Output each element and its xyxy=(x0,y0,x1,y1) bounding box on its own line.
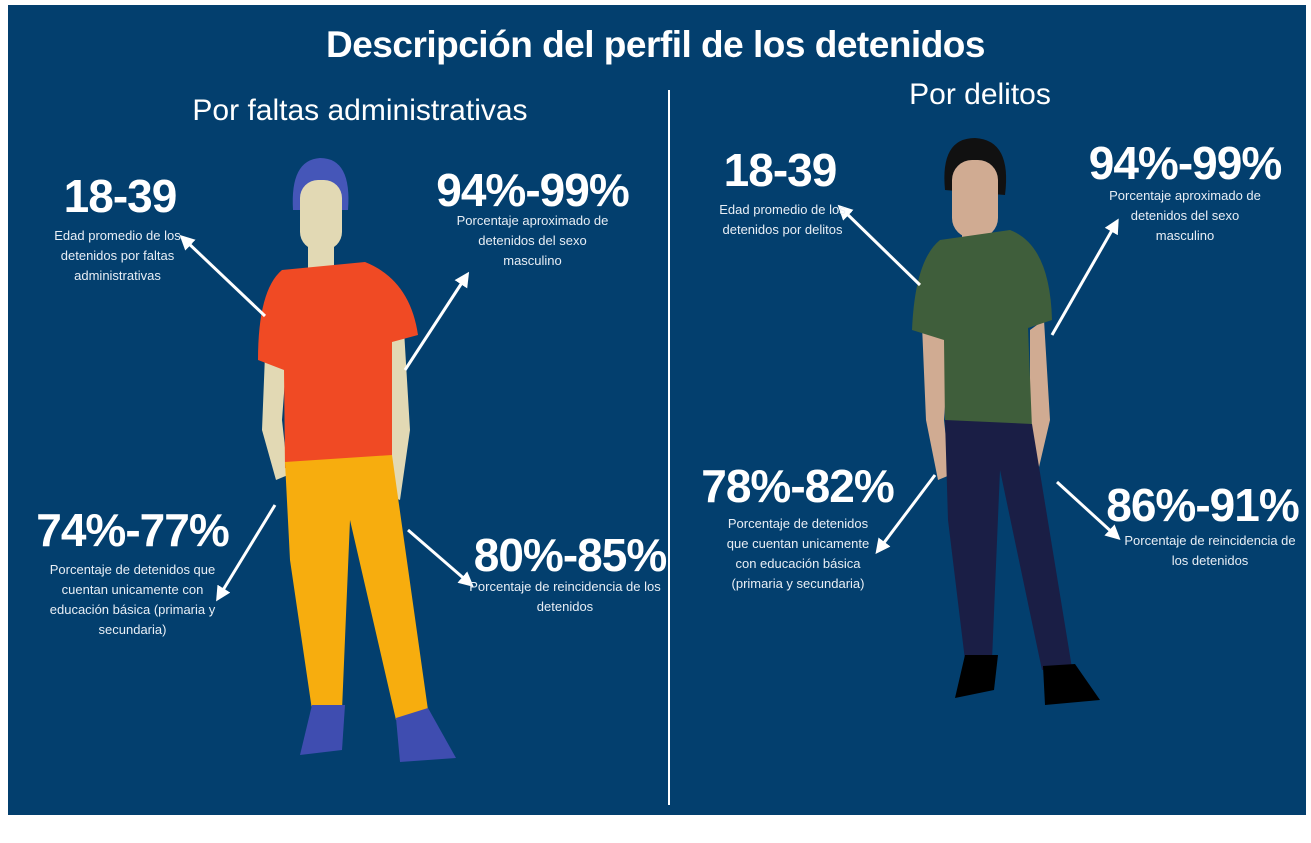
stat-description: Porcentaje de detenidos que cuentan unic… xyxy=(40,560,225,640)
stat-description: Edad promedio de los detenidos por delit… xyxy=(715,200,850,240)
stat-description: Porcentaje de reincidencia de los deteni… xyxy=(465,577,665,617)
figure-right xyxy=(912,138,1100,705)
stat-value: 86%-91% xyxy=(1100,479,1305,531)
stat-value: 94%-99% xyxy=(1085,137,1285,189)
stat-value: 18-39 xyxy=(700,144,860,196)
stat-value: 18-39 xyxy=(30,170,210,222)
stat-value: 94%-99% xyxy=(430,164,635,216)
stat-description: Porcentaje de detenidos que cuentan unic… xyxy=(718,514,878,594)
stat-value: 80%-85% xyxy=(470,529,670,581)
stat-description: Porcentaje de reincidencia de los deteni… xyxy=(1115,531,1305,571)
infographic: Descripción del perfil de los detenidos … xyxy=(0,0,1311,843)
stat-value: 74%-77% xyxy=(20,504,245,556)
stat-description: Edad promedio de los detenidos por falta… xyxy=(45,226,190,286)
title: Descripción del perfil de los detenidos xyxy=(0,24,1311,66)
panel-heading: Por delitos xyxy=(830,78,1130,112)
figure-left xyxy=(258,158,456,762)
panel-heading: Por faltas administrativas xyxy=(160,94,560,128)
stat-description: Porcentaje aproximado de detenidos del s… xyxy=(1100,186,1270,246)
stat-value: 78%-82% xyxy=(690,460,905,512)
stat-description: Porcentaje aproximado de detenidos del s… xyxy=(450,211,615,271)
